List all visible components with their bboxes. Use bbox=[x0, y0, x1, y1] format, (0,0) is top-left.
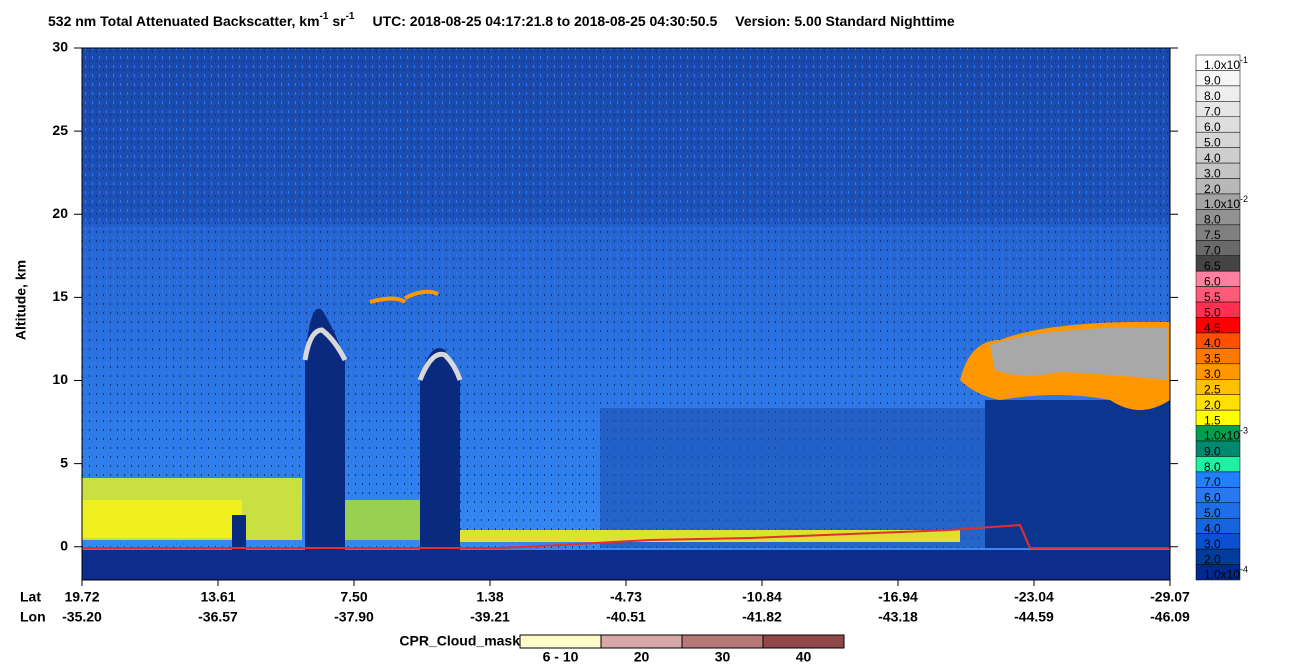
x-row-label: Lat bbox=[20, 589, 41, 605]
chart-title: 532 nm Total Attenuated Backscatter, km-… bbox=[48, 11, 955, 29]
colorbar-label: 5.0 bbox=[1204, 135, 1221, 149]
colorbar-label-text: 1.0x10 bbox=[1204, 429, 1240, 443]
colorbar-label: 3.0 bbox=[1204, 367, 1221, 381]
lon-label: -39.21 bbox=[470, 609, 510, 625]
colorbar-label-text: 1.0x10 bbox=[1204, 568, 1240, 582]
colorbar-label: 3.5 bbox=[1204, 352, 1221, 366]
lat-label: 13.61 bbox=[200, 589, 235, 605]
cpr-label: 40 bbox=[796, 649, 812, 665]
cpr-swatch bbox=[519, 634, 602, 649]
colorbar-label: 3.0 bbox=[1204, 166, 1221, 180]
colorbar-label: 1.0x10-4 bbox=[1204, 565, 1248, 582]
colorbar-label: 4.0 bbox=[1204, 522, 1221, 536]
colorbar-label: 2.0 bbox=[1204, 398, 1221, 412]
y-tick-label: 25 bbox=[52, 122, 68, 138]
x-row-label: Lon bbox=[20, 609, 46, 625]
colorbar-label: 1.0x10-3 bbox=[1204, 426, 1248, 443]
cpr-swatch bbox=[762, 634, 845, 649]
lon-label: -43.18 bbox=[878, 609, 918, 625]
colorbar-label: 1.0x10-1 bbox=[1204, 55, 1248, 72]
colorbar-label-exp: -3 bbox=[1240, 426, 1248, 436]
colorbar-label: 6.0 bbox=[1204, 120, 1221, 134]
y-tick-label: 30 bbox=[52, 39, 68, 55]
colorbar-label: 2.0 bbox=[1204, 182, 1221, 196]
lon-label: -40.51 bbox=[606, 609, 646, 625]
colorbar-label-text: 1.0x10 bbox=[1204, 58, 1240, 72]
y-tick-label: 5 bbox=[60, 454, 68, 470]
lon-label: -36.57 bbox=[198, 609, 238, 625]
colorbar-label: 6.5 bbox=[1204, 259, 1221, 273]
lon-label: -41.82 bbox=[742, 609, 782, 625]
colorbar-label: 7.5 bbox=[1204, 228, 1221, 242]
colorbar-label: 1.5 bbox=[1204, 413, 1221, 427]
y-tick-label: 15 bbox=[52, 288, 68, 304]
lat-label: -16.94 bbox=[878, 589, 918, 605]
colorbar-cell bbox=[1195, 564, 1241, 581]
lat-label: 19.72 bbox=[64, 589, 99, 605]
lat-label: -23.04 bbox=[1014, 589, 1054, 605]
colorbar-label-exp: -4 bbox=[1240, 565, 1248, 575]
colorbar-label: 2.0 bbox=[1204, 552, 1221, 566]
colorbar-label: 2.5 bbox=[1204, 383, 1221, 397]
colorbar-label: 3.0 bbox=[1204, 537, 1221, 551]
cpr-swatch bbox=[600, 634, 683, 649]
colorbar-label: 8.0 bbox=[1204, 213, 1221, 227]
y-tick-label: 0 bbox=[60, 537, 68, 553]
cpr-legend-title: CPR_Cloud_mask bbox=[399, 633, 520, 649]
colorbar-label: 6.0 bbox=[1204, 274, 1221, 288]
y-tick-label: 10 bbox=[52, 371, 68, 387]
y-tick-label: 20 bbox=[52, 205, 68, 221]
cpr-label: 6 - 10 bbox=[543, 649, 579, 665]
lon-label: -37.90 bbox=[334, 609, 374, 625]
lon-label: -44.59 bbox=[1014, 609, 1054, 625]
colorbar-label: 9.0 bbox=[1204, 444, 1221, 458]
colorbar-label: 7.0 bbox=[1204, 475, 1221, 489]
colorbar-label: 5.0 bbox=[1204, 506, 1221, 520]
colorbar-label: 8.0 bbox=[1204, 460, 1221, 474]
colorbar-label-exp: -2 bbox=[1240, 194, 1248, 204]
lat-label: -10.84 bbox=[742, 589, 782, 605]
colorbar-label-exp: -1 bbox=[1240, 55, 1248, 65]
cpr-legend: 6 - 10 20 30 40 bbox=[519, 634, 845, 665]
cpr-label: 30 bbox=[715, 649, 731, 665]
colorbar-label: 4.5 bbox=[1204, 321, 1221, 335]
cpr-label: 20 bbox=[634, 649, 650, 665]
lon-label: -35.20 bbox=[62, 609, 102, 625]
colorbar-label: 5.0 bbox=[1204, 305, 1221, 319]
colorbar-label: 4.0 bbox=[1204, 151, 1221, 165]
colorbar-label: 7.0 bbox=[1204, 105, 1221, 119]
curtain-image bbox=[82, 48, 1170, 580]
colorbar-label: 4.0 bbox=[1204, 336, 1221, 350]
lat-label: -29.07 bbox=[1150, 589, 1190, 605]
y-axis-label: Altitude, km bbox=[13, 260, 29, 340]
colorbar-label: 6.0 bbox=[1204, 491, 1221, 505]
lat-label: 1.38 bbox=[476, 589, 503, 605]
lat-label: 7.50 bbox=[340, 589, 367, 605]
colorbar-label: 5.5 bbox=[1204, 290, 1221, 304]
lon-label: -46.09 bbox=[1150, 609, 1190, 625]
colorbar-label: 9.0 bbox=[1204, 74, 1221, 88]
colorbar: 1.0x10-19.08.07.06.05.04.03.02.01.0x10-2… bbox=[1195, 54, 1248, 582]
colorbar-label: 1.0x10-2 bbox=[1204, 194, 1248, 211]
colorbar-label-text: 1.0x10 bbox=[1204, 197, 1240, 211]
colorbar-label: 8.0 bbox=[1204, 89, 1221, 103]
lat-label: -4.73 bbox=[610, 589, 642, 605]
colorbar-label: 7.0 bbox=[1204, 244, 1221, 258]
cpr-swatch bbox=[681, 634, 764, 649]
